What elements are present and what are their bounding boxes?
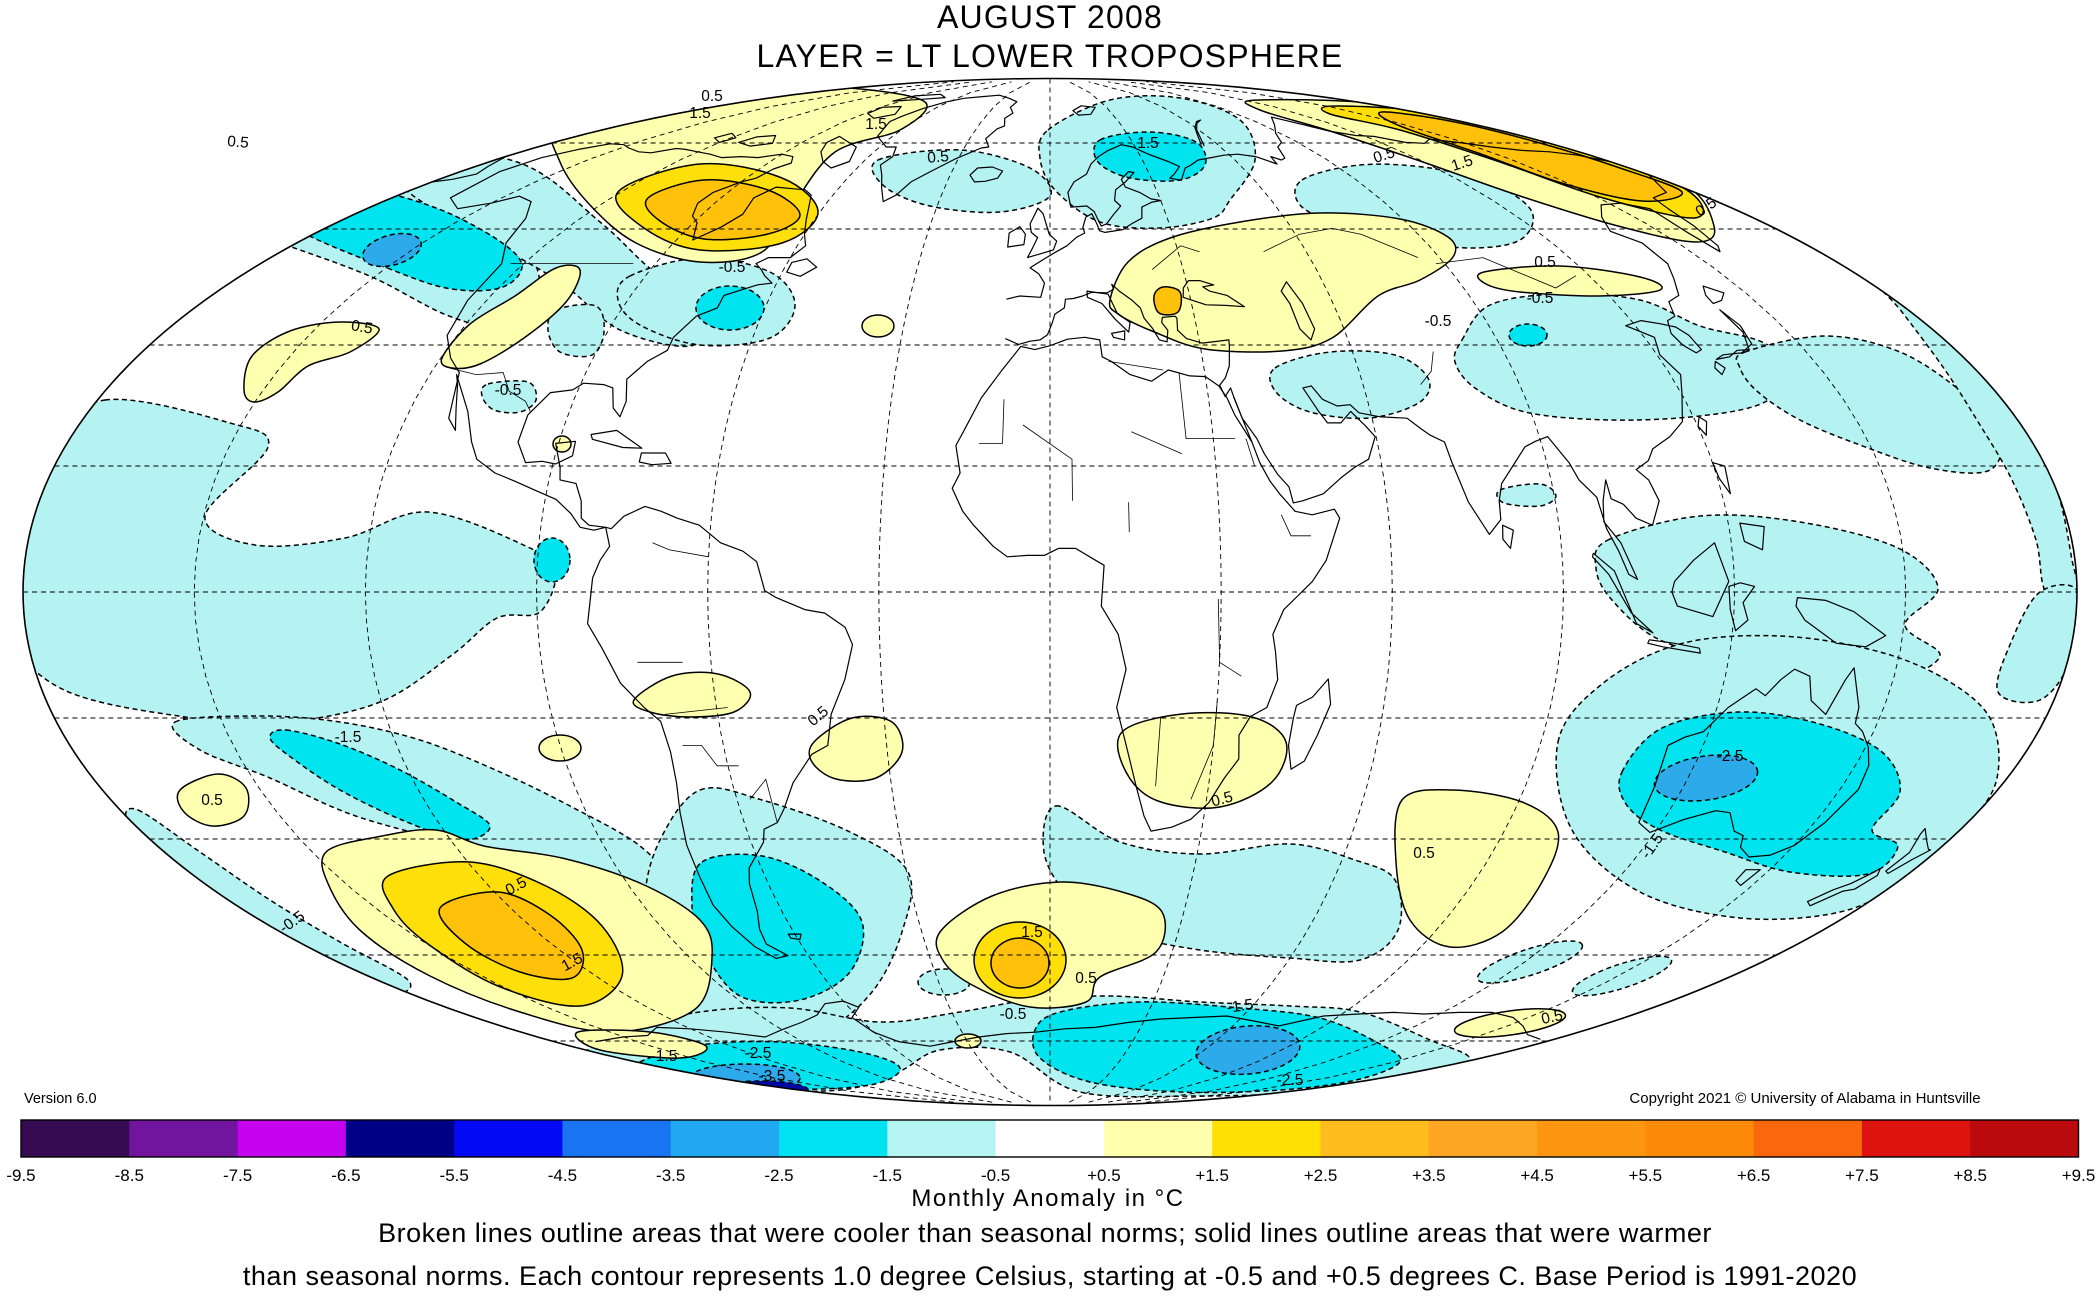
- svg-text:0.5: 0.5: [1534, 254, 1556, 271]
- svg-text:-8.5: -8.5: [115, 1166, 144, 1185]
- svg-text:+5.5: +5.5: [1629, 1166, 1663, 1185]
- svg-text:0.5: 0.5: [701, 88, 723, 105]
- svg-text:+7.5: +7.5: [1845, 1166, 1879, 1185]
- svg-text:-1.5: -1.5: [651, 1048, 678, 1065]
- svg-text:0.5: 0.5: [1413, 845, 1435, 862]
- svg-text:-4.5: -4.5: [548, 1166, 577, 1185]
- svg-text:Copyright 2021 © University of: Copyright 2021 © University of Alabama i…: [1629, 1090, 1980, 1107]
- svg-text:0.5: 0.5: [1075, 970, 1097, 987]
- svg-text:LAYER = LT LOWER TROPOSPHERE: LAYER = LT LOWER TROPOSPHERE: [757, 38, 1344, 74]
- svg-text:+3.5: +3.5: [1412, 1166, 1446, 1185]
- svg-text:1.5: 1.5: [1449, 152, 1475, 175]
- svg-text:-2.5: -2.5: [1717, 748, 1744, 765]
- svg-text:-2.5: -2.5: [745, 1045, 772, 1062]
- svg-text:0.5: 0.5: [201, 792, 223, 809]
- svg-text:0.5: 0.5: [1540, 1007, 1565, 1028]
- svg-text:1.5: 1.5: [865, 116, 887, 133]
- svg-text:+8.5: +8.5: [1953, 1166, 1987, 1185]
- svg-text:AUGUST 2008: AUGUST 2008: [937, 0, 1163, 35]
- svg-text:+9.5: +9.5: [2062, 1166, 2096, 1185]
- svg-text:-3.5: -3.5: [759, 1068, 786, 1085]
- svg-text:than seasonal norms. Each cont: than seasonal norms. Each contour repres…: [243, 1261, 1857, 1291]
- svg-text:-2.5: -2.5: [764, 1166, 793, 1185]
- svg-text:-0.5: -0.5: [1000, 1006, 1027, 1023]
- svg-text:0.5: 0.5: [226, 133, 249, 152]
- svg-text:-0.5: -0.5: [719, 259, 746, 276]
- svg-text:Broken lines outline areas tha: Broken lines outline areas that were coo…: [378, 1218, 1712, 1248]
- svg-text:-9.5: -9.5: [6, 1166, 35, 1185]
- svg-text:-2.5: -2.5: [1277, 1072, 1304, 1089]
- svg-text:1.5: 1.5: [689, 105, 711, 122]
- svg-text:+1.5: +1.5: [1195, 1166, 1229, 1185]
- svg-text:-0.5: -0.5: [981, 1166, 1010, 1185]
- svg-text:-0.5: -0.5: [1425, 313, 1452, 330]
- svg-text:-6.5: -6.5: [331, 1166, 360, 1185]
- svg-text:0.5: 0.5: [1210, 788, 1235, 810]
- svg-text:Version 6.0: Version 6.0: [24, 1091, 97, 1107]
- svg-text:+2.5: +2.5: [1304, 1166, 1338, 1185]
- svg-text:+0.5: +0.5: [1087, 1166, 1121, 1185]
- svg-text:+4.5: +4.5: [1520, 1166, 1554, 1185]
- svg-text:-3.5: -3.5: [656, 1166, 685, 1185]
- svg-text:-1.5: -1.5: [335, 729, 362, 746]
- svg-text:0.5: 0.5: [927, 148, 950, 167]
- svg-text:-1.5: -1.5: [873, 1166, 902, 1185]
- svg-text:1.5: 1.5: [1137, 135, 1159, 152]
- svg-text:Monthly Anomaly in °C: Monthly Anomaly in °C: [911, 1185, 1184, 1212]
- svg-text:-1.5: -1.5: [1226, 996, 1255, 1017]
- svg-text:1.5: 1.5: [1021, 924, 1043, 941]
- svg-text:-0.5: -0.5: [1527, 290, 1554, 307]
- svg-text:0.5: 0.5: [1371, 144, 1397, 167]
- svg-text:-5.5: -5.5: [440, 1166, 469, 1185]
- svg-text:+6.5: +6.5: [1737, 1166, 1771, 1185]
- svg-text:0.5: 0.5: [350, 317, 374, 337]
- svg-text:-0.5: -0.5: [495, 382, 522, 399]
- svg-text:-7.5: -7.5: [223, 1166, 252, 1185]
